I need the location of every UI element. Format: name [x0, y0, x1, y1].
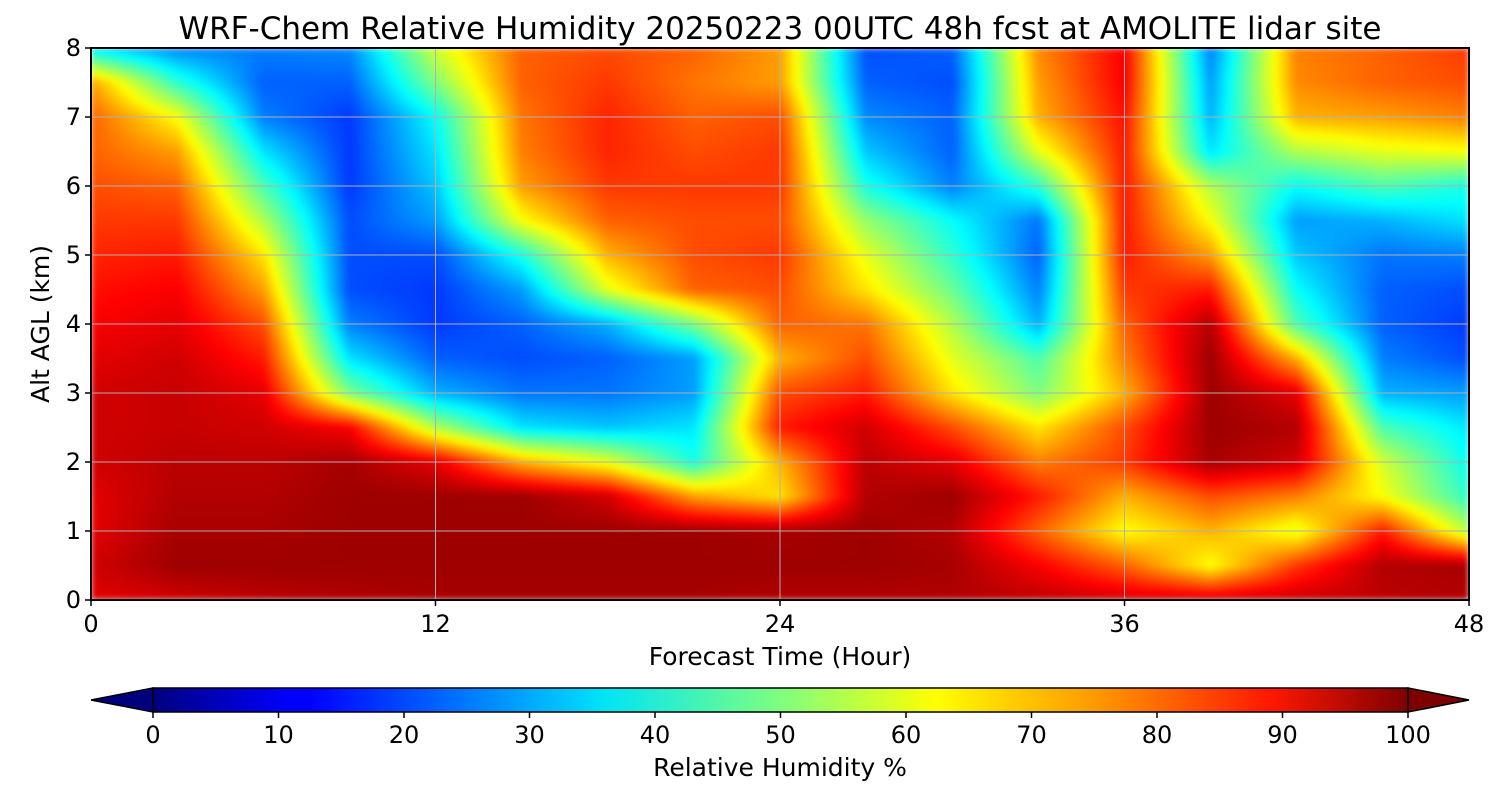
- grid-lines: [91, 48, 1469, 600]
- colorbar-tick-label-5: 50: [765, 721, 796, 749]
- x-tick-label-1: 12: [420, 610, 451, 638]
- colorbar-tick-label-1: 10: [263, 721, 294, 749]
- y-tick-label-6: 6: [66, 172, 81, 200]
- x-tick-label-4: 48: [1454, 610, 1485, 638]
- colorbar-tick-label-4: 40: [640, 721, 671, 749]
- y-axis-label: Alt AGL (km): [26, 245, 55, 403]
- colorbar-tick-label-3: 30: [514, 721, 545, 749]
- y-tick-label-5: 5: [66, 241, 81, 269]
- colorbar: 0 10 20 30 40 50 60 70 80 90 100 Relative Humidity…: [90, 687, 1470, 782]
- x-axis-ticks: 0 12 24 36 48: [83, 600, 1484, 638]
- colorbar-ticks: 0 10 20 30 40 50 60 70 80 90 100: [145, 712, 1431, 749]
- y-tick-label-3: 3: [66, 379, 81, 407]
- colorbar-tick-label-10: 100: [1385, 721, 1431, 749]
- x-tick-label-0: 0: [83, 610, 98, 638]
- x-axis-label: Forecast Time (Hour): [649, 642, 912, 671]
- chart-title: WRF-Chem Relative Humidity 20250223 00UT…: [178, 11, 1381, 47]
- colorbar-tick-label-8: 80: [1142, 721, 1173, 749]
- y-tick-label-0: 0: [66, 586, 81, 614]
- colorbar-label: Relative Humidity %: [653, 753, 907, 782]
- y-axis-ticks: 0 1 2 3 4 5 6 7 8: [66, 34, 91, 614]
- y-tick-label-7: 7: [66, 103, 81, 131]
- colorbar-gradient: [153, 688, 1408, 712]
- x-tick-label-3: 36: [1109, 610, 1140, 638]
- colorbar-tick-label-9: 90: [1267, 721, 1298, 749]
- colorbar-tick-label-6: 60: [891, 721, 922, 749]
- colorbar-extend-low: [90, 687, 154, 713]
- x-tick-label-2: 24: [765, 610, 796, 638]
- colorbar-tick-label-7: 70: [1016, 721, 1047, 749]
- colorbar-extend-high: [1407, 687, 1470, 713]
- colorbar-tick-label-2: 20: [389, 721, 420, 749]
- y-tick-label-4: 4: [66, 310, 81, 338]
- y-tick-label-8: 8: [66, 34, 81, 62]
- y-tick-label-1: 1: [66, 517, 81, 545]
- colorbar-tick-label-0: 0: [145, 721, 160, 749]
- plot-area: [90, 47, 1470, 601]
- y-tick-label-2: 2: [66, 448, 81, 476]
